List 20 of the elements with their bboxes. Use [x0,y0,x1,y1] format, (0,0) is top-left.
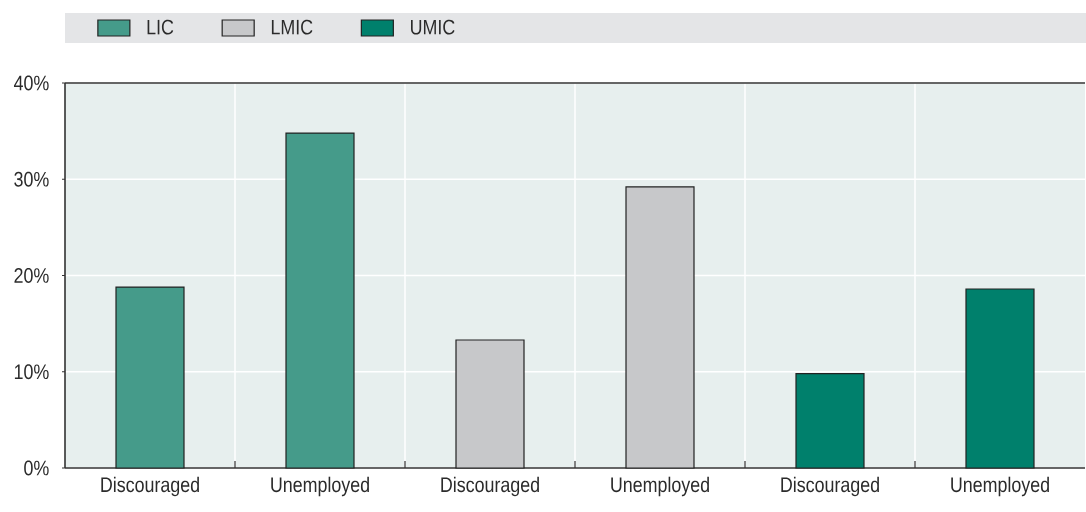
y-tick-label: 40% [13,75,49,91]
bar [625,186,695,469]
y-tick-label: 30% [14,171,49,187]
x-tick-label: Unemployed [951,476,1049,497]
bar [115,286,185,469]
bar [285,132,355,469]
y-tick-label: 0% [24,460,49,476]
x-tick-label: Discouraged [441,476,539,497]
x-tick-label: Unemployed [611,476,709,497]
legend-label: UMIC [411,19,455,35]
bar [455,339,525,469]
x-tick-label: Discouraged [101,476,199,497]
x-tick-label: Discouraged [781,476,879,497]
y-tick-label: 10% [14,364,49,380]
bar [795,373,865,469]
legend-label: LMIC [271,19,313,35]
x-tick-label: Unemployed [271,476,369,497]
legend-label: LIC [147,19,174,35]
bar [965,288,1035,469]
y-tick-label: 20% [14,268,49,283]
